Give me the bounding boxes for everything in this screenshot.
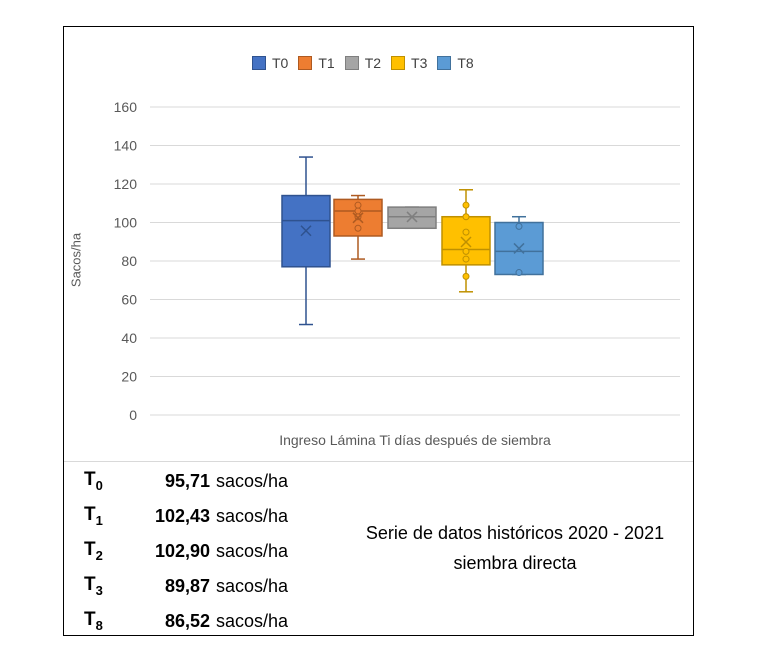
summary-label: T1 [84,504,103,528]
summary-unit: sacos/ha [216,505,289,526]
summary-label: T3 [84,574,103,598]
figure-frame [63,26,694,636]
data-point [354,224,362,232]
summary-label: T0 [84,469,103,493]
legend-label: T8 [457,55,474,71]
legend-swatch [344,56,359,70]
data-point [354,207,362,215]
summary-label: T2 [84,539,103,563]
summary-row: T3 89,87 sacos/ha [84,571,288,601]
legend-label: T2 [364,55,382,71]
summary-label: T8 [84,609,103,633]
summary-value: 86,52 [164,610,210,631]
data-point [462,201,470,209]
legend-item: T3 [391,55,427,71]
summary-row: T2 102,90 sacos/ha [84,536,288,566]
legend-swatch [391,56,406,70]
data-point [462,255,470,263]
data-point [462,228,470,236]
y-tick-label: 0 [129,407,137,423]
data-point [462,213,470,221]
y-tick-label: 160 [114,99,138,115]
data-point [515,269,523,277]
data-point [462,272,470,280]
divider [64,461,693,462]
summary-value: 89,87 [164,575,210,596]
legend-swatch [437,56,452,70]
note-line-1: Serie de datos históricos 2020 - 2021 [365,523,665,543]
y-axis-label: Sacos/ha [68,232,84,288]
summary-row: T8 86,52 sacos/ha [84,606,288,636]
summary-value: 102,43 [154,505,210,526]
y-tick-label: 120 [114,176,138,192]
y-tick-label: 100 [114,215,138,231]
data-point [354,201,362,209]
summary-unit: sacos/ha [216,540,289,561]
summary-row: T0 95,71 sacos/ha [84,466,288,496]
y-tick-label: 20 [121,369,137,385]
summary-row: T1 102,43 sacos/ha [84,501,288,531]
legend-swatch [252,56,266,70]
legend-item: T1 [298,55,335,71]
legend-label: T3 [411,55,428,71]
data-point [462,247,470,255]
legend: T0 T1 T2 T3 T8 [252,54,484,72]
legend-item: T8 [437,55,474,71]
mean-marker [406,211,418,223]
y-tick-label: 140 [114,138,138,154]
x-axis-label: Ingreso Lámina Ti días después de siembr… [279,432,551,448]
mean-marker [460,236,472,248]
legend-item: T0 [252,55,288,71]
mean-marker [513,242,525,254]
mean-marker [352,212,364,224]
summary-unit: sacos/ha [216,575,289,596]
legend-label: T0 [272,55,289,71]
note-line-2: siembra directa [453,553,577,573]
summary-value: 95,71 [164,470,210,491]
y-tick-label: 80 [121,253,137,269]
y-tick-label: 40 [121,330,137,346]
y-tick-label: 60 [121,292,137,308]
legend-label: T1 [318,55,335,71]
legend-item: T2 [344,55,382,71]
mean-marker [300,225,312,237]
data-point [515,222,523,230]
summary-value: 102,90 [154,540,210,561]
legend-swatch [298,56,313,70]
summary-unit: sacos/ha [216,470,289,491]
summary-unit: sacos/ha [216,610,289,631]
